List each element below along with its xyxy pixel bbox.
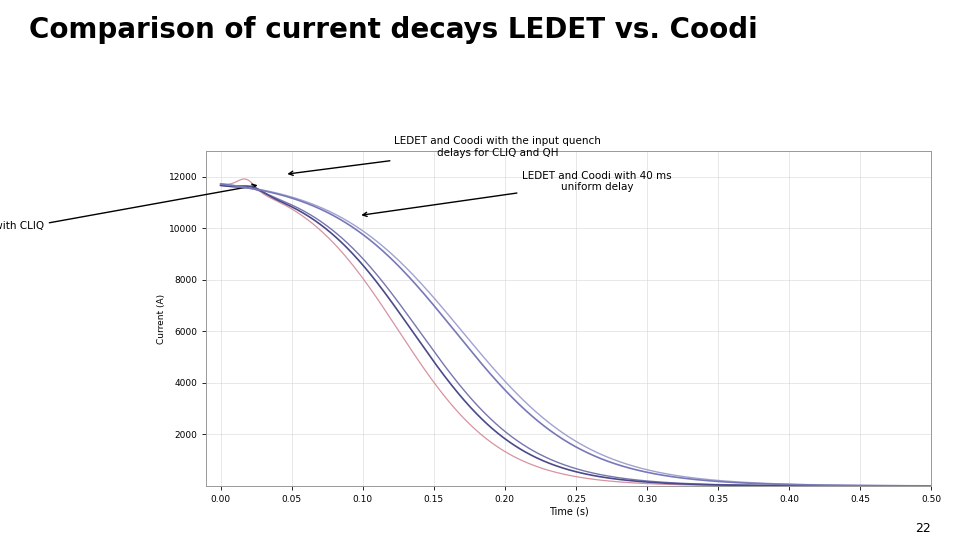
- Text: Comparison of current decays LEDET vs. Coodi: Comparison of current decays LEDET vs. C…: [29, 16, 757, 44]
- Text: 22: 22: [916, 522, 931, 535]
- Text: LEDET and Coodi with the input quench
delays for CLIQ and QH: LEDET and Coodi with the input quench de…: [289, 136, 601, 176]
- Text: LEDET with CLIQ
and QH: LEDET with CLIQ and QH: [0, 184, 256, 242]
- X-axis label: Time (s): Time (s): [549, 507, 588, 517]
- Text: LEDET and Coodi with 40 ms
uniform delay: LEDET and Coodi with 40 ms uniform delay: [363, 171, 672, 217]
- Y-axis label: Current (A): Current (A): [156, 294, 166, 343]
